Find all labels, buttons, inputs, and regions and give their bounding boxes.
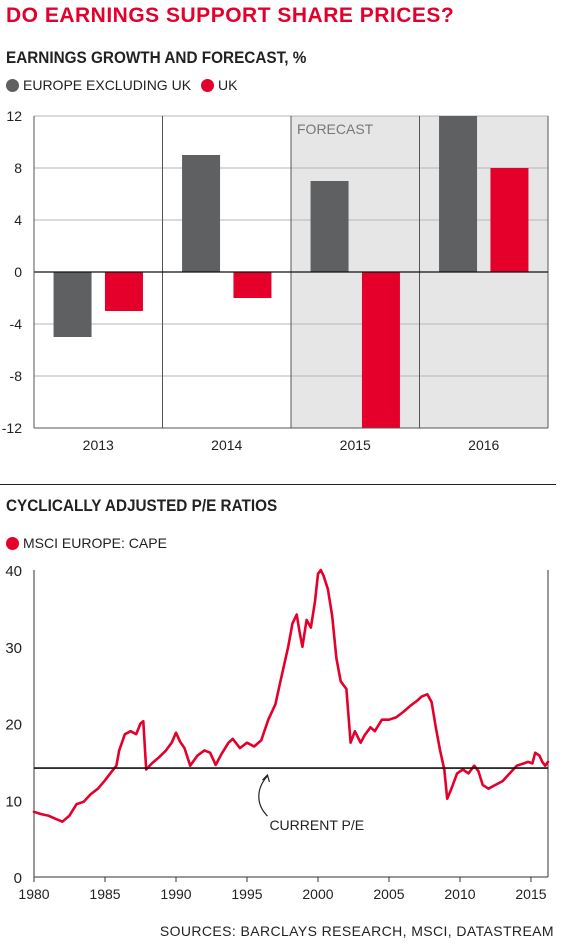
line-x-tick-label: 1995 [231,886,262,902]
bar-europe-2015 [310,181,349,272]
bar-europe-2014 [182,155,221,272]
legend-cape-label: MSCI EUROPE: CAPE [23,535,167,551]
current-pe-arrowhead [262,773,271,783]
line-y-tick-label: 40 [5,563,22,580]
line-x-tick-label: 2000 [302,886,333,902]
line-x-tick-label: 2005 [373,886,404,902]
legend-europe-swatch [6,78,19,92]
line-y-tick-label: 10 [5,793,22,810]
line-x-tick-label: 1980 [18,886,49,902]
line-x-tick-label: 1990 [160,886,191,902]
bar-y-tick-label: 8 [14,160,22,176]
line-x-tick-label: 2015 [515,886,546,902]
bar-europe-2016 [439,116,478,272]
line-y-tick-label: 0 [14,870,22,887]
bar-y-tick-label: 0 [14,264,22,280]
legend-europe-label: EUROPE EXCLUDING UK [23,77,192,93]
bar-y-tick-label: -8 [10,368,23,384]
current-pe-pointer [258,775,268,817]
line-y-tick-label: 20 [5,717,22,734]
headline: DO EARNINGS SUPPORT SHARE PRICES? [6,4,455,27]
bar-x-tick-label: 2013 [83,437,114,453]
line-chart-legend: MSCI EUROPE: CAPE [6,535,177,551]
line-y-tick-label: 30 [5,640,22,657]
bar-europe-2013 [53,272,92,337]
bar-y-tick-label: -4 [10,316,23,332]
legend-cape-swatch [6,536,19,550]
bar-x-tick-label: 2015 [340,437,371,453]
bar-uk-2013 [104,272,143,311]
line-chart-title: CYCLICALLY ADJUSTED P/E RATIOS [6,496,278,515]
bar-y-tick-label: -12 [2,420,22,436]
bar-y-tick-label: 12 [6,108,22,124]
current-pe-label: CURRENT P/E [269,817,364,833]
line-x-tick-label: 1985 [89,886,120,902]
legend-uk-label: UK [218,77,238,93]
bar-chart-title: EARNINGS GROWTH AND FORECAST, % [6,48,307,67]
source-note: SOURCES: BARCLAYS RESEARCH, MSCI, DATAST… [159,923,554,939]
bar-y-tick-label: 4 [14,212,22,228]
section-divider [0,484,556,485]
bar-x-tick-label: 2016 [468,437,499,453]
line-x-tick-label: 2010 [444,886,475,902]
bar-chart-legend: EUROPE EXCLUDING UK UK [6,77,248,93]
bar-uk-2014 [233,272,272,298]
cape-series-line [32,568,550,824]
forecast-label: FORECAST [297,121,374,137]
legend-uk-swatch [201,78,215,92]
bar-uk-2015 [361,272,400,428]
bar-x-tick-label: 2014 [211,437,242,453]
bar-uk-2016 [490,168,529,272]
